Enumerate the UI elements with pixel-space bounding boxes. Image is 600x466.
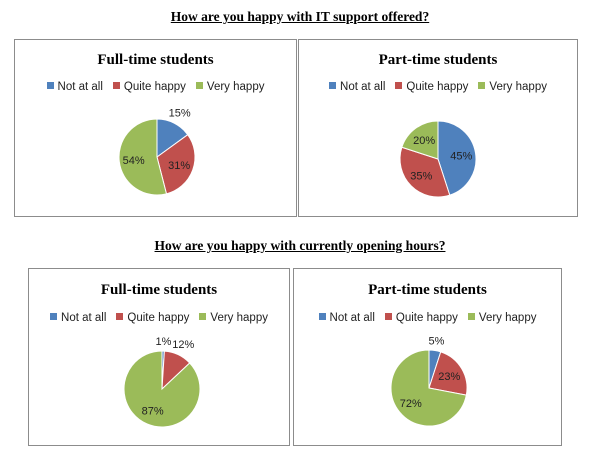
data-label: 12% bbox=[172, 339, 194, 351]
slice-not-at-all bbox=[437, 120, 477, 196]
legend-swatch bbox=[50, 313, 58, 320]
legend-item-not-at-all: Not at all bbox=[318, 312, 375, 324]
legend-label: Very happy bbox=[478, 312, 537, 324]
chart-panel-it-fulltime: Full-time students Not at all Quite happy… bbox=[14, 39, 297, 217]
legend-swatch bbox=[112, 82, 120, 89]
legend-item-quite-happy: Quite happy bbox=[116, 312, 189, 324]
legend-item-not-at-all: Not at all bbox=[50, 312, 106, 324]
legend-label: Quite happy bbox=[395, 312, 458, 324]
chart-legend: Not at all Quite happy Very happy bbox=[294, 312, 561, 324]
data-label: 5% bbox=[429, 336, 445, 348]
legend-item-not-at-all: Not at all bbox=[46, 81, 103, 93]
legend-item-quite-happy: Quite happy bbox=[112, 81, 186, 93]
slice-quite-happy bbox=[428, 351, 468, 396]
data-label: 87% bbox=[142, 406, 164, 418]
legend-label: Very happy bbox=[210, 312, 268, 324]
legend-swatch bbox=[467, 313, 475, 320]
data-label: 35% bbox=[410, 171, 432, 183]
legend-label: Not at all bbox=[340, 81, 386, 93]
chart-legend: Not at all Quite happy Very happy bbox=[29, 312, 289, 324]
pie-chart: 5% 23% 72% bbox=[390, 336, 468, 427]
legend-item-very-happy: Very happy bbox=[199, 312, 268, 324]
section-title-it-support: How are you happy with IT support offere… bbox=[170, 9, 430, 24]
legend-item-very-happy: Very happy bbox=[195, 81, 265, 93]
slice-very-happy bbox=[390, 349, 467, 427]
legend-swatch bbox=[478, 82, 486, 89]
legend-item-quite-happy: Quite happy bbox=[384, 312, 458, 324]
legend-label: Not at all bbox=[57, 81, 103, 93]
legend-item-quite-happy: Quite happy bbox=[395, 81, 468, 93]
legend-swatch bbox=[329, 82, 337, 89]
slice-quite-happy bbox=[399, 146, 451, 198]
data-label: 54% bbox=[123, 155, 145, 167]
legend-label: Quite happy bbox=[123, 81, 186, 93]
slice-very-happy bbox=[123, 350, 201, 428]
chart-panel-hours-parttime: Part-time students Not at all Quite happy… bbox=[293, 268, 562, 446]
slice-quite-happy bbox=[156, 133, 196, 195]
pie-chart: 15% 31% 54% bbox=[118, 107, 196, 196]
data-label: 23% bbox=[438, 371, 460, 383]
legend-item-very-happy: Very happy bbox=[467, 312, 537, 324]
legend-swatch bbox=[384, 313, 392, 320]
chart-title: Full-time students bbox=[97, 52, 214, 68]
pie-chart: 1% 12% 87% bbox=[123, 336, 201, 428]
legend-label: Very happy bbox=[489, 81, 547, 93]
chart-legend: Not at all Quite happy Very happy bbox=[15, 81, 296, 93]
legend-label: Not at all bbox=[329, 312, 375, 324]
data-label: 31% bbox=[168, 160, 190, 172]
legend-label: Quite happy bbox=[406, 81, 469, 93]
chart-legend: Not at all Quite happy Very happy bbox=[299, 81, 577, 93]
data-label: 15% bbox=[169, 107, 191, 119]
legend-swatch bbox=[116, 313, 124, 320]
data-label: 1% bbox=[156, 336, 172, 348]
slice-very-happy bbox=[401, 120, 439, 160]
slice-very-happy bbox=[118, 118, 168, 196]
legend-item-very-happy: Very happy bbox=[478, 81, 547, 93]
chart-title: Part-time students bbox=[378, 52, 498, 68]
section-title-opening-hours: How are you happy with currently opening… bbox=[154, 238, 446, 253]
data-label: 45% bbox=[450, 150, 472, 162]
chart-panel-hours-fulltime: Full-time students Not at all Quite happy… bbox=[28, 268, 290, 446]
chart-title: Part-time students bbox=[368, 282, 487, 298]
legend-swatch bbox=[199, 313, 207, 320]
pie-chart: 45% 35% 20% bbox=[399, 120, 477, 198]
data-label: 72% bbox=[400, 398, 422, 410]
legend-swatch bbox=[395, 82, 403, 89]
legend-swatch bbox=[195, 82, 203, 89]
legend-item-not-at-all: Not at all bbox=[329, 81, 385, 93]
chart-title: Full-time students bbox=[100, 282, 218, 298]
data-label: 20% bbox=[413, 135, 435, 147]
legend-swatch bbox=[318, 313, 326, 320]
legend-label: Very happy bbox=[206, 81, 265, 93]
legend-label: Not at all bbox=[61, 312, 107, 324]
legend-swatch bbox=[46, 82, 54, 89]
chart-panel-it-parttime: Part-time students Not at all Quite happy… bbox=[298, 39, 578, 217]
legend-label: Quite happy bbox=[127, 312, 190, 324]
